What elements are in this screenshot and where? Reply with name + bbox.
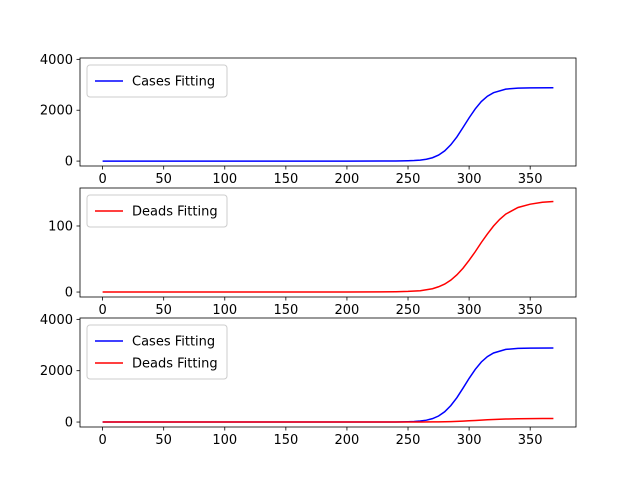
legend-label: Cases Fitting xyxy=(132,75,215,90)
legend-box xyxy=(86,324,228,380)
x-tick-label: 100 xyxy=(212,172,237,187)
x-tick-label: 350 xyxy=(518,303,543,318)
y-tick-label: 100 xyxy=(48,219,73,234)
x-tick-label: 300 xyxy=(457,172,482,187)
x-tick-label: 250 xyxy=(396,172,421,187)
x-tick-label: 350 xyxy=(518,433,543,448)
axes-frame xyxy=(79,187,577,298)
x-tick-label: 250 xyxy=(396,433,421,448)
subplot-3: 0 50 100 150 200 250 300 350 0 2000 4000 Cases Fitt… xyxy=(40,313,577,448)
x-tick-label: 50 xyxy=(155,433,172,448)
x-tick-label: 150 xyxy=(273,433,298,448)
y-tick-label: 0 xyxy=(65,155,73,170)
x-tick-label: 0 xyxy=(98,303,106,318)
series-line-deads-fitting xyxy=(102,417,554,423)
x-tick-label: 150 xyxy=(273,303,298,318)
y-tick-label: 4000 xyxy=(40,53,73,68)
x-tick-label: 200 xyxy=(335,172,360,187)
x-tick-label: 100 xyxy=(212,433,237,448)
legend: Deads Fitting xyxy=(86,194,228,228)
series-line-deads-fitting xyxy=(102,200,554,293)
x-tick-label: 250 xyxy=(396,303,421,318)
y-tick-label: 2000 xyxy=(40,104,73,119)
x-tick-label: 350 xyxy=(518,172,543,187)
legend-label: Deads Fitting xyxy=(132,357,218,372)
x-tick-label: 50 xyxy=(155,172,172,187)
legend: Cases Fitting Deads Fitting xyxy=(86,324,228,380)
series-line-cases-fitting xyxy=(102,86,554,162)
y-tick-label: 4000 xyxy=(40,313,73,328)
axes-frame xyxy=(79,317,577,428)
legend-box xyxy=(86,194,228,228)
y-tick-label: 0 xyxy=(65,286,73,301)
subplot-1: 0 50 100 150 200 250 300 350 0 2000 4000 Cases Fitt… xyxy=(40,53,577,187)
x-tick-label: 200 xyxy=(335,433,360,448)
x-tick-label: 50 xyxy=(155,303,172,318)
subplot-2: 0 50 100 150 200 250 300 350 0 100 Deads Fitting xyxy=(48,187,577,318)
x-tick-label: 200 xyxy=(335,303,360,318)
legend-box xyxy=(86,64,228,98)
legend-label: Deads Fitting xyxy=(132,205,218,220)
x-tick-label: 300 xyxy=(457,433,482,448)
legend-label: Cases Fitting xyxy=(132,335,215,350)
x-tick-label: 0 xyxy=(98,433,106,448)
legend: Cases Fitting xyxy=(86,64,228,98)
axes-frame xyxy=(79,57,577,167)
y-tick-label: 0 xyxy=(65,416,73,431)
x-tick-label: 150 xyxy=(273,172,298,187)
x-tick-label: 300 xyxy=(457,303,482,318)
x-tick-label: 100 xyxy=(212,303,237,318)
x-tick-label: 0 xyxy=(98,172,106,187)
y-tick-label: 2000 xyxy=(40,364,73,379)
